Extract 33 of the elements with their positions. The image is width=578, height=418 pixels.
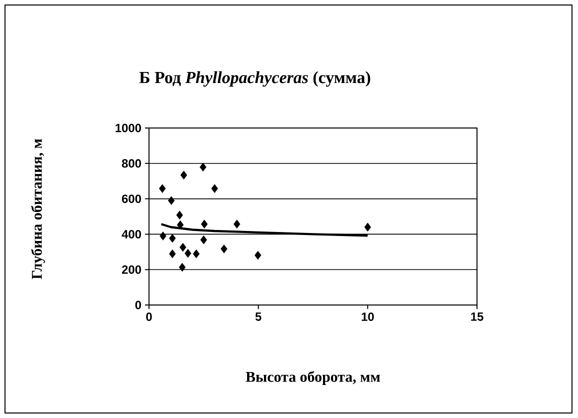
point bbox=[211, 184, 218, 193]
chart-title: Б Род Phyllopachyceras (сумма) bbox=[139, 71, 370, 87]
point bbox=[200, 162, 206, 172]
x-tick-label: 15 bbox=[471, 312, 484, 321]
point bbox=[200, 220, 208, 228]
y-tick-label: 1000 bbox=[116, 124, 142, 132]
x-tick-label: 5 bbox=[255, 312, 262, 321]
y-axis-title: Глубина обитания, м bbox=[31, 139, 45, 280]
x-tick-label: 10 bbox=[362, 312, 374, 321]
point bbox=[169, 249, 176, 258]
point bbox=[178, 262, 186, 272]
point bbox=[180, 170, 188, 180]
point bbox=[192, 249, 200, 258]
y-tick-label: 400 bbox=[122, 230, 142, 238]
y-tick-label: 0 bbox=[135, 300, 142, 310]
point bbox=[200, 235, 208, 244]
point bbox=[364, 222, 372, 232]
y-tick-label: 600 bbox=[122, 194, 142, 204]
point bbox=[176, 210, 183, 220]
point bbox=[184, 248, 192, 258]
point bbox=[168, 196, 175, 205]
point bbox=[159, 184, 166, 193]
point bbox=[169, 234, 176, 243]
point bbox=[220, 244, 228, 254]
x-axis-title: Высота оборота, мм bbox=[246, 371, 380, 385]
point bbox=[160, 232, 166, 240]
line-series bbox=[160, 223, 369, 237]
point bbox=[254, 250, 262, 260]
point bbox=[234, 220, 240, 228]
x-tick-label: 0 bbox=[146, 312, 152, 321]
y-tick-label: 800 bbox=[122, 159, 142, 168]
point bbox=[180, 242, 186, 252]
y-tick-label: 200 bbox=[122, 265, 142, 274]
